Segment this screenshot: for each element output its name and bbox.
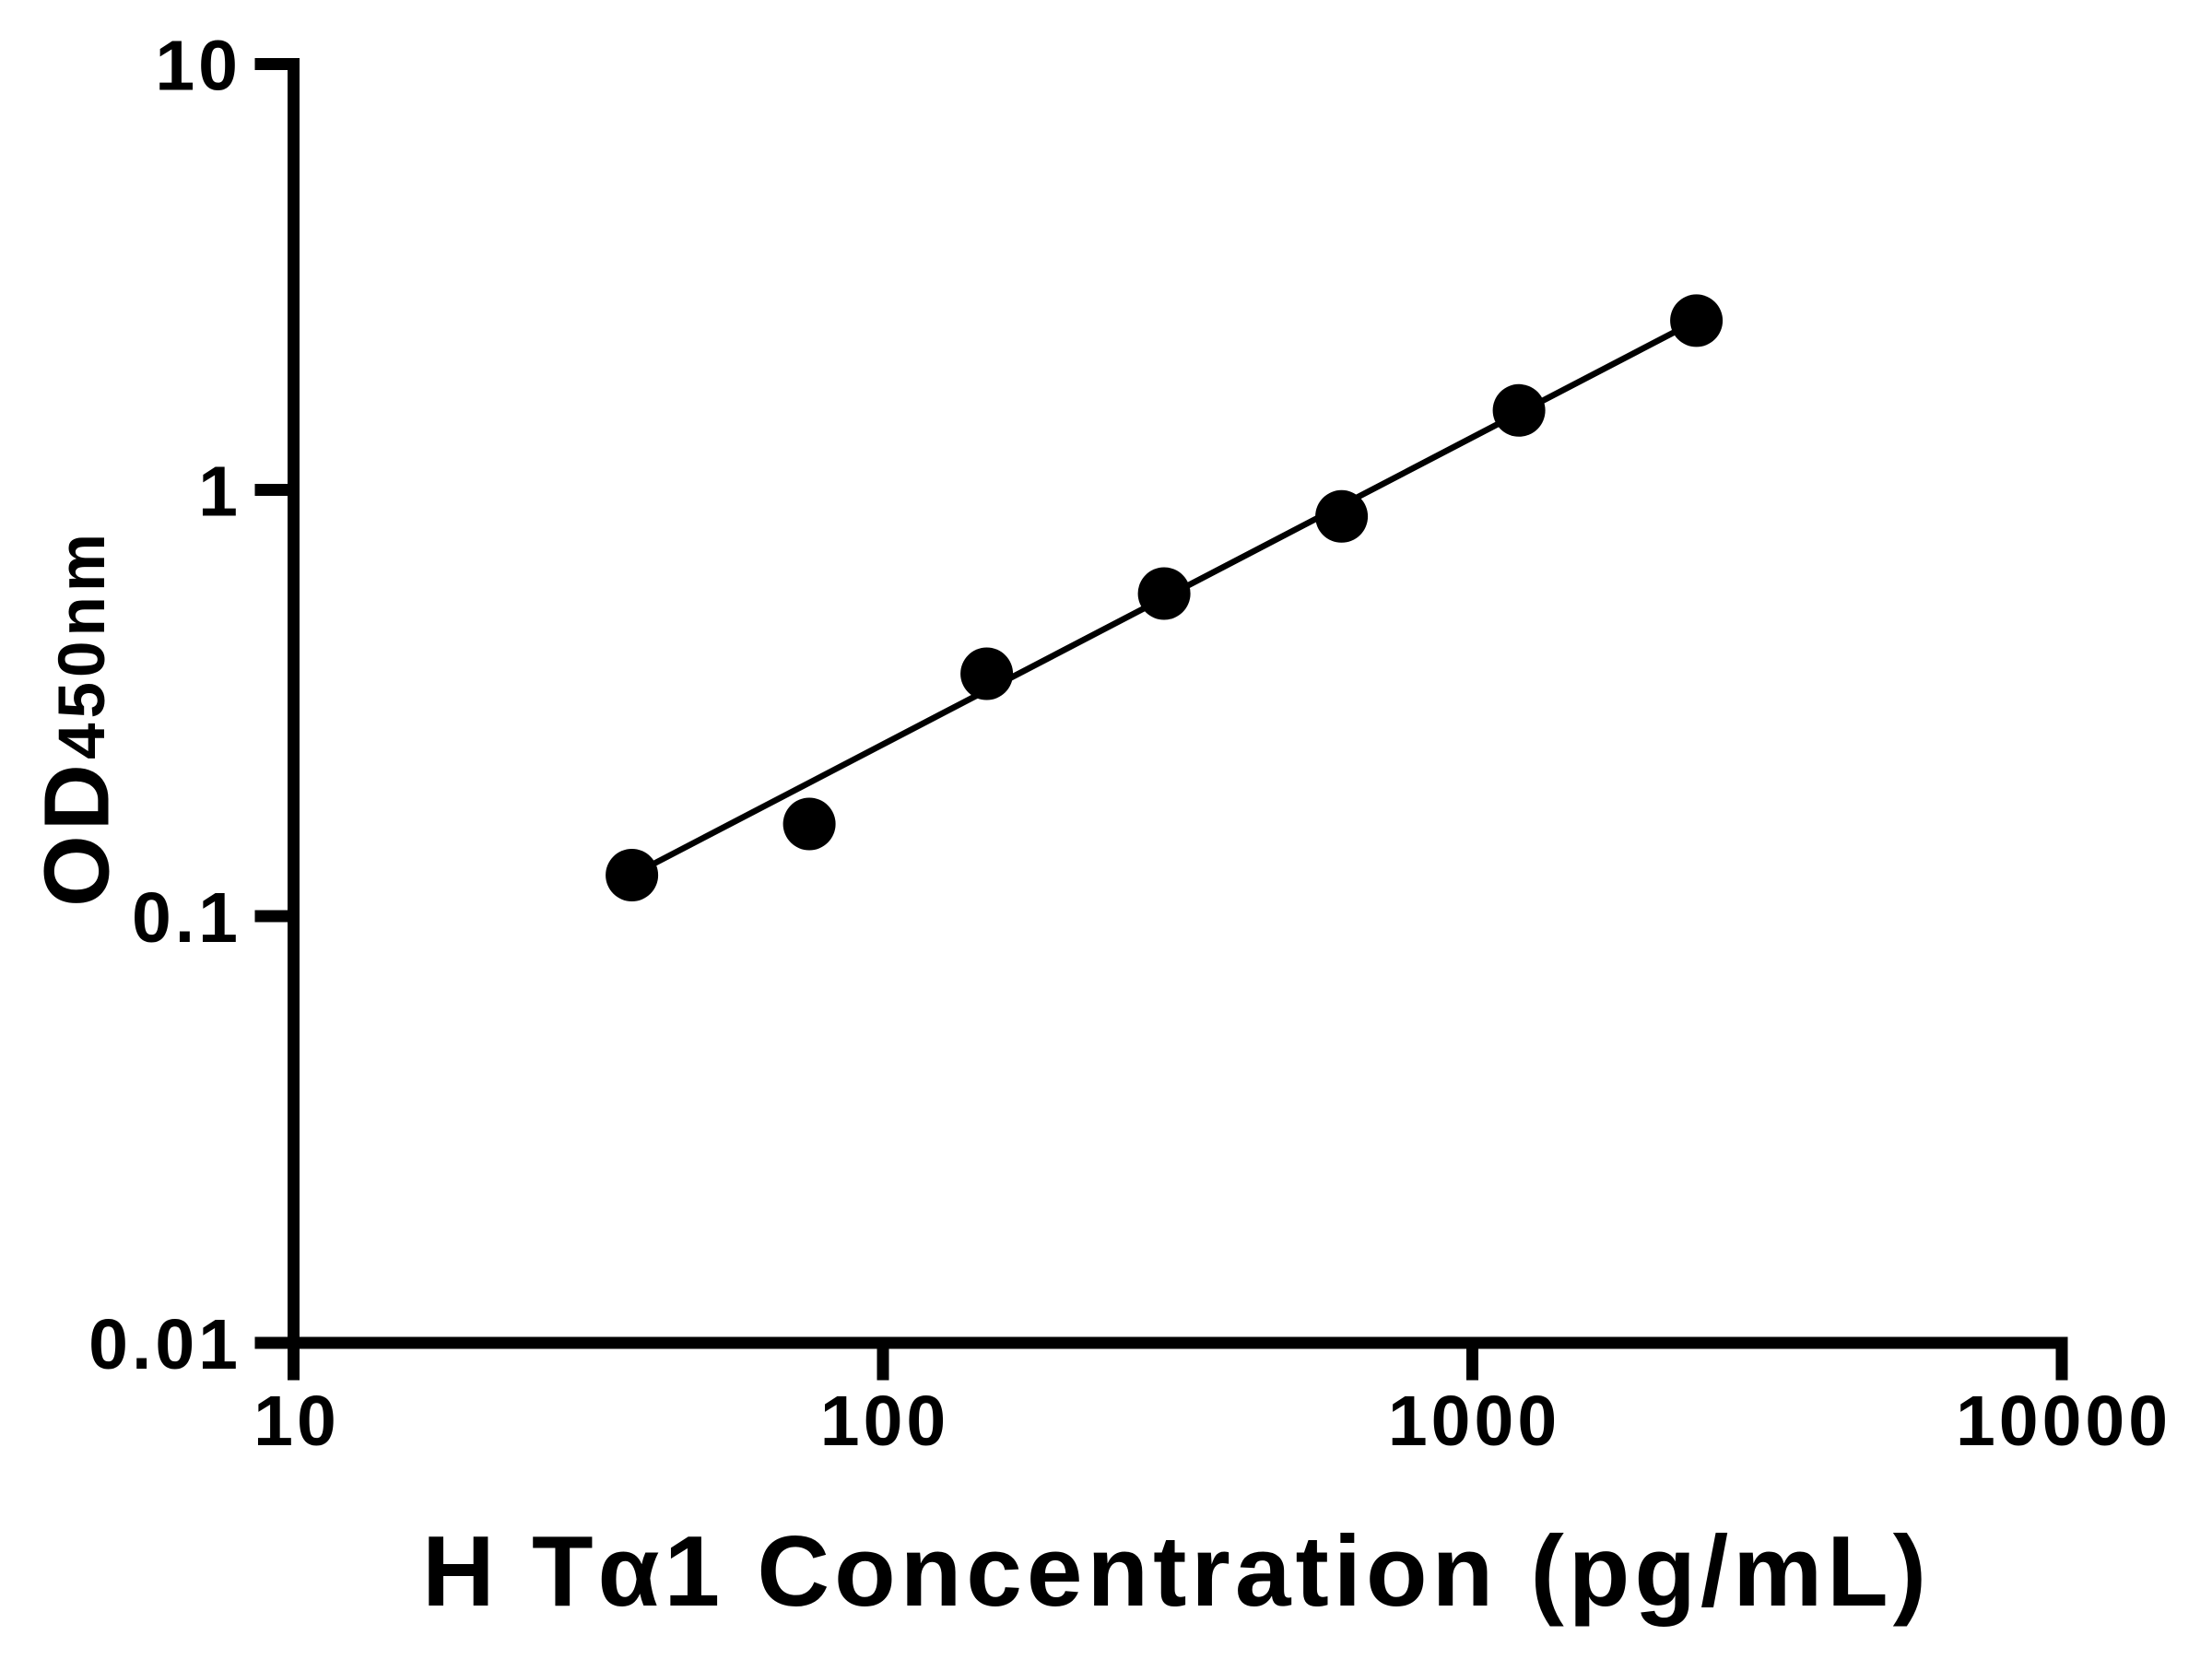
svg-text:1: 1: [198, 453, 241, 532]
svg-text:10: 10: [253, 1382, 340, 1461]
svg-text:1000: 1000: [1388, 1382, 1560, 1461]
svg-text:H Tα1 Concentration (pg/mL): H Tα1 Concentration (pg/mL): [422, 1515, 1931, 1628]
svg-text:0.1: 0.1: [132, 878, 241, 958]
svg-text:10000: 10000: [1956, 1382, 2171, 1461]
svg-text:100: 100: [820, 1382, 949, 1461]
svg-text:0.01: 0.01: [88, 1305, 241, 1384]
svg-text:10: 10: [155, 27, 241, 106]
